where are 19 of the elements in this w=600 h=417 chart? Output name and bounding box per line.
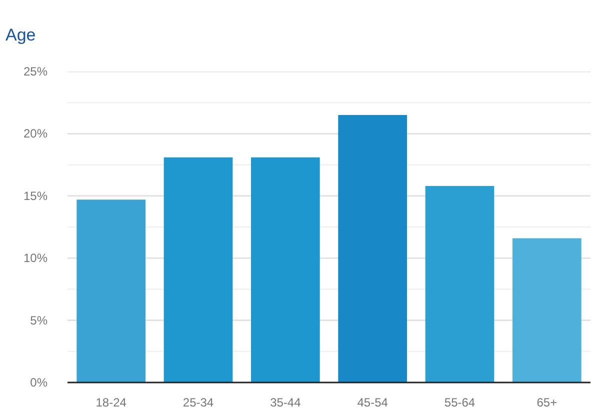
x-tick-label: 25-34 [182,396,214,410]
y-tick-label: 10% [23,251,48,266]
x-tick-label: 45-54 [357,396,388,410]
bar [250,157,320,382]
y-tick-label: 20% [23,126,48,141]
x-tick-label: 55-64 [444,396,476,410]
x-tick-label: 65+ [536,396,558,410]
y-tick-label: 5% [30,313,48,328]
x-tick-label: 35-44 [270,396,302,410]
bar [338,115,408,382]
bar [512,238,582,382]
y-tick-label: 25% [23,64,48,78]
bar [76,200,146,382]
x-tick-label: 18-24 [96,396,127,410]
bar [164,157,233,382]
y-tick-label: 15% [23,188,48,203]
chart-title: Age [6,26,36,44]
bar [425,186,494,382]
y-tick-label: 0% [30,376,48,390]
